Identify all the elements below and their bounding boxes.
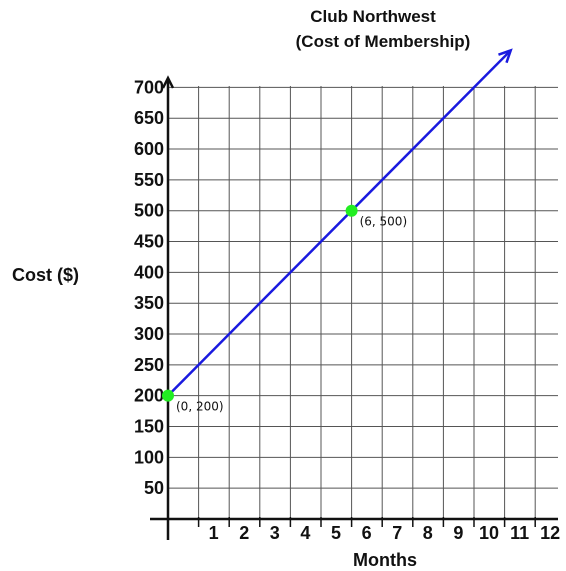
- x-tick-label: 5: [331, 523, 341, 543]
- y-tick-label: 550: [134, 170, 164, 190]
- y-tick-label: 600: [134, 139, 164, 159]
- x-tick-label: 9: [453, 523, 463, 543]
- y-tick-label: 150: [134, 417, 164, 437]
- y-tick-label: 650: [134, 108, 164, 128]
- x-tick-label: 12: [540, 523, 560, 543]
- x-tick-label: 1: [209, 523, 219, 543]
- y-tick-label: 100: [134, 447, 164, 467]
- y-tick-label: 700: [134, 77, 164, 97]
- x-tick-label: 2: [239, 523, 249, 543]
- y-tick-label: 50: [144, 478, 164, 498]
- y-axis-arrow-icon: [161, 75, 175, 89]
- y-tick-label: 300: [134, 324, 164, 344]
- series-arrow-icon: [498, 48, 513, 64]
- chart-title: Club Northwest: [310, 7, 436, 26]
- data-point-label: (6, 500): [360, 215, 408, 229]
- chart-subtitle: (Cost of Membership): [296, 32, 471, 51]
- data-point: [345, 204, 358, 217]
- y-tick-label: 500: [134, 201, 164, 221]
- x-tick-label: 7: [392, 523, 402, 543]
- x-tick-label: 8: [423, 523, 433, 543]
- x-tick-label: 3: [270, 523, 280, 543]
- y-tick-label: 350: [134, 293, 164, 313]
- data-point-label: (0, 200): [176, 400, 224, 414]
- y-tick-label: 250: [134, 355, 164, 375]
- x-tick-label: 10: [479, 523, 499, 543]
- y-tick-label: 400: [134, 262, 164, 282]
- x-tick-label: 11: [510, 523, 529, 543]
- x-axis-title: Months: [353, 550, 417, 570]
- y-axis-title: Cost ($): [12, 265, 79, 285]
- y-tick-label: 200: [134, 386, 164, 406]
- y-tick-label: 450: [134, 232, 164, 252]
- x-tick-label: 6: [362, 523, 372, 543]
- x-tick-label: 4: [300, 523, 310, 543]
- series-line: [167, 49, 512, 397]
- data-point: [162, 389, 174, 402]
